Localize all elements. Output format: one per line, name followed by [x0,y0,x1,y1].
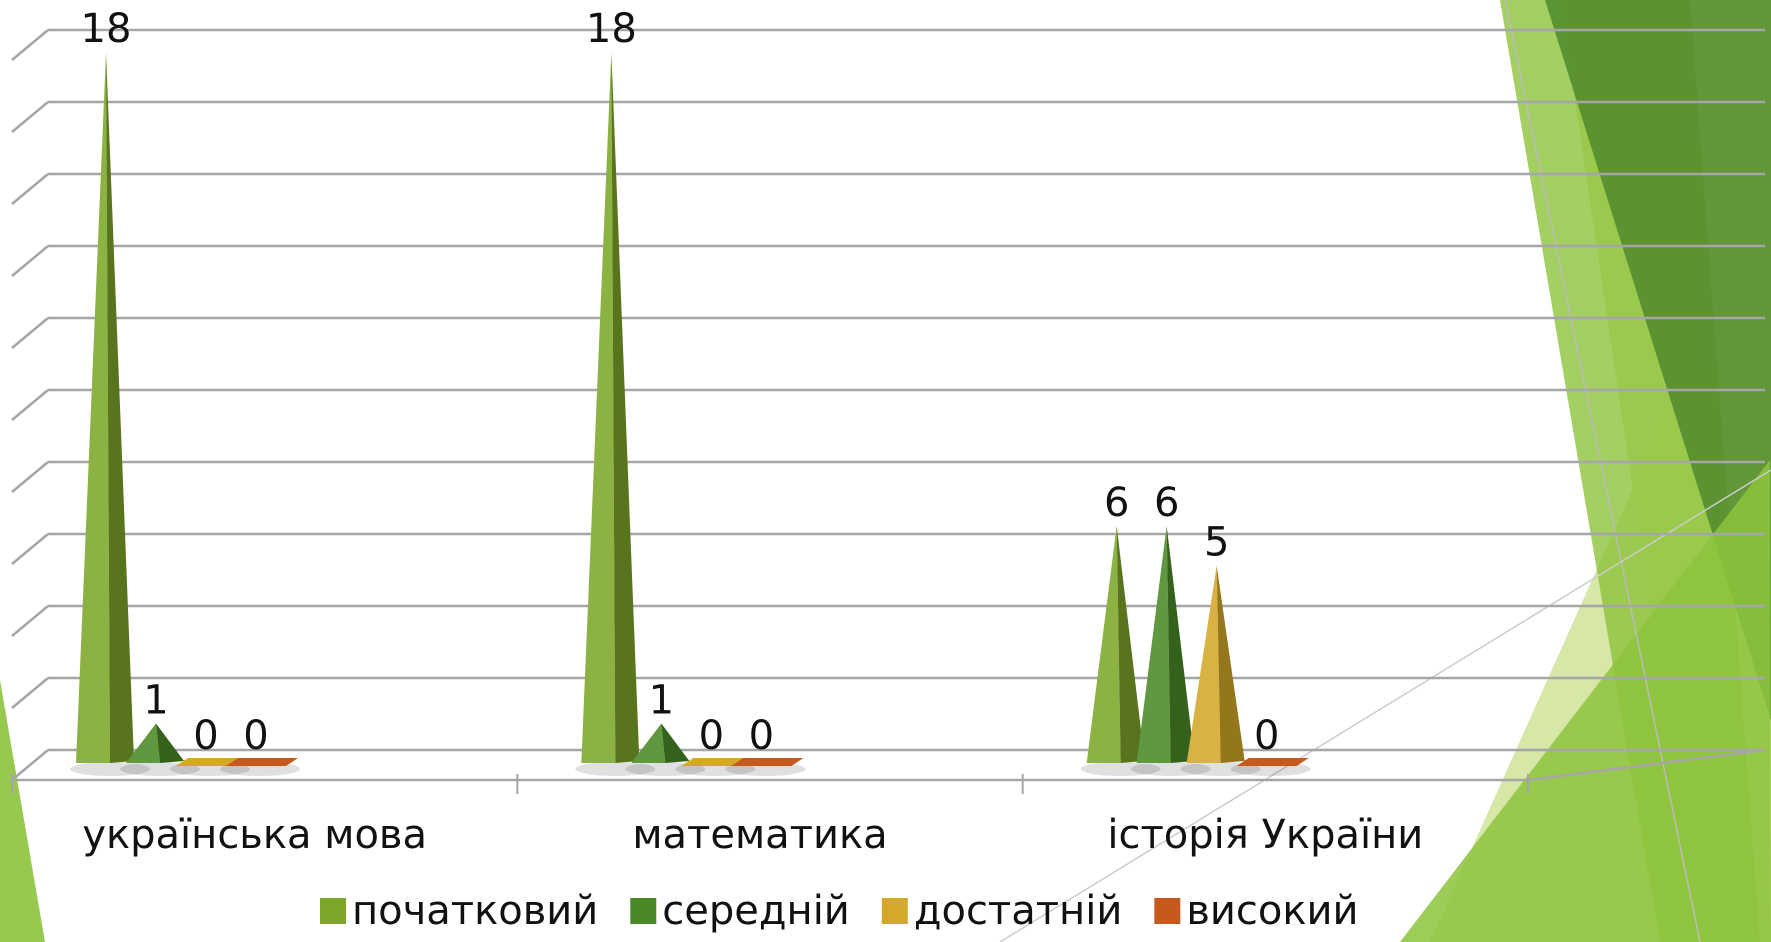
gridline-side [11,749,49,781]
legend-swatch [630,898,657,924]
bar-3-2 [1130,526,1211,776]
legend: початковий середній достатній високий [320,888,1359,934]
legend-item: високий [1154,888,1359,934]
bar-flat [731,758,804,766]
bar-1-4 [220,758,300,776]
category-label: математика [632,812,887,858]
bar-face-front [1186,565,1221,763]
bar-face-front [631,723,666,763]
deco-shape-left [0,680,45,942]
bar-2-4 [725,758,806,776]
gridline-side [11,29,49,61]
gridline-side [11,317,49,349]
legend-item: початковий [320,888,598,934]
bar-face-front [581,52,616,763]
deco-line [1504,0,1701,942]
category-axis: українська мова математика історія України [82,812,1423,858]
bar-shadow [1130,762,1211,776]
bar-3-4 [1230,758,1311,776]
gridline-side [11,605,49,637]
gridline-side [11,533,49,565]
bar-face-side [661,723,690,763]
legend-swatch [881,898,908,924]
category-label: історія України [1107,812,1423,858]
gridline-side [11,245,49,277]
data-label: 18 [81,6,132,52]
data-label: 0 [1254,713,1279,759]
legend-swatch [320,898,346,924]
data-label: 0 [699,713,724,759]
deco-line-diagonal [999,469,1771,942]
bar-3-1 [1080,526,1161,776]
bar-face-side [1166,526,1195,763]
data-label: 0 [193,713,218,759]
bar-flat [1236,758,1309,766]
data-label: 5 [1204,520,1229,566]
bar-face-side [1116,526,1145,763]
bar-face-side [1216,565,1245,763]
gridline-side [11,173,49,205]
data-label: 0 [243,713,268,759]
bar-face-side [611,52,640,763]
data-label: 18 [586,6,637,52]
category-label: українська мова [82,812,427,858]
bars [70,52,1311,776]
bar-1-1 [70,52,150,776]
legend-item: достатній [881,888,1123,934]
data-label: 1 [649,678,674,724]
gridlines [11,28,1766,782]
bar-3-3 [1180,565,1261,776]
bar-2-1 [575,52,656,776]
deco-shape-green [1400,460,1771,942]
data-label: 6 [1154,480,1179,526]
gridline-side [11,101,49,133]
gridline-side [11,461,49,493]
bar-face-front [1086,526,1121,763]
bar-shadow [575,762,656,776]
legend-swatch [1154,898,1181,924]
gridline-side-right [1527,748,1766,782]
bar-flat [226,758,298,766]
legend-label: початковий [352,888,598,934]
bar-face-front [126,723,160,763]
gridline-side [11,389,49,421]
chart-floor [11,774,1529,794]
data-label: 1 [143,678,168,724]
bar-face-side [106,52,134,763]
bar-shadow [70,762,150,776]
legend-label: високий [1186,888,1358,934]
data-label: 6 [1104,480,1129,526]
bar-face-front [1136,526,1171,763]
legend-label: достатній [914,888,1123,934]
legend-label: середній [662,888,850,934]
bar-shadow [1080,762,1161,776]
bar-face-front [76,52,110,763]
gridline-side [11,677,49,709]
legend-item: середній [630,888,850,934]
bar-face-side [156,723,184,763]
data-label: 0 [749,713,774,759]
